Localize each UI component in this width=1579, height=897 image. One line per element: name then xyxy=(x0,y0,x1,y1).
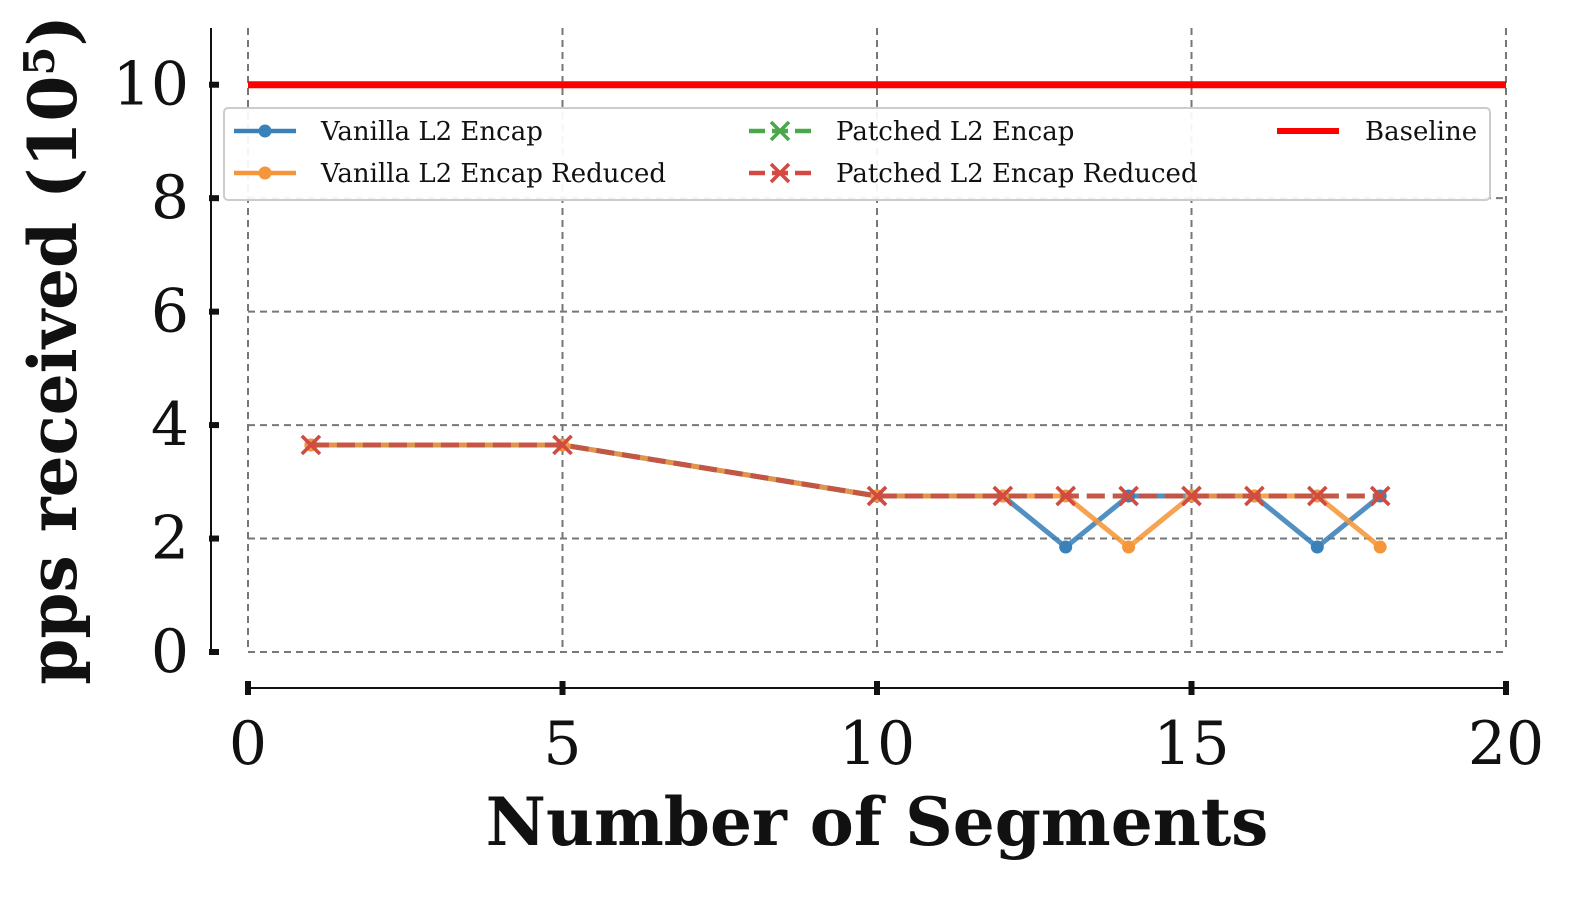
y-axis-title-close: ) xyxy=(14,15,92,46)
legend-label: Vanilla L2 Encap xyxy=(320,117,543,147)
legend-entry: Vanilla L2 Encap xyxy=(234,117,543,147)
data-point xyxy=(992,485,1014,507)
y-axis-title-main: pps received (10 xyxy=(14,76,92,685)
legend-entry: Vanilla L2 Encap Reduced xyxy=(234,159,666,189)
data-point xyxy=(1310,540,1324,554)
data-point-stroke xyxy=(300,434,322,456)
data-point xyxy=(300,434,322,456)
data-point xyxy=(552,434,573,456)
x-tick-label: 5 xyxy=(543,709,581,779)
y-tick-label: 4 xyxy=(151,390,189,460)
data-point xyxy=(866,485,888,507)
data-point-stroke xyxy=(1369,485,1391,507)
legend-label: Patched L2 Encap Reduced xyxy=(836,159,1198,189)
x-tick-label: 15 xyxy=(1153,709,1229,779)
legend-entry: Patched L2 Encap Reduced xyxy=(749,159,1198,189)
data-point-stroke xyxy=(1118,485,1139,507)
data-point xyxy=(1122,540,1136,554)
x-axis-title: Number of Segments xyxy=(486,783,1269,861)
data-point xyxy=(1059,540,1073,554)
data-point xyxy=(1118,485,1139,507)
legend-entry: Patched L2 Encap xyxy=(749,117,1074,147)
data-point xyxy=(1055,485,1076,507)
data-point-stroke xyxy=(1181,485,1202,507)
y-tick-label: 6 xyxy=(151,277,189,347)
y-tick-label: 0 xyxy=(151,617,189,687)
data-point-stroke xyxy=(1307,485,1328,507)
series-line xyxy=(310,442,1381,499)
x-ticks: 0 5 10 15 20 xyxy=(229,681,1544,779)
y-tick-label: 2 xyxy=(151,504,189,574)
legend-label: Patched L2 Encap xyxy=(836,117,1074,147)
y-axis-title: pps received (105) xyxy=(14,15,92,684)
x-tick-label: 10 xyxy=(839,709,915,779)
data-point xyxy=(1244,485,1265,507)
data-point xyxy=(1369,485,1391,507)
data-point-stroke xyxy=(1244,485,1265,507)
data-point xyxy=(1373,540,1387,554)
data-point-stroke xyxy=(769,120,791,142)
legend-entry: Baseline xyxy=(1277,117,1477,147)
data-point xyxy=(258,124,272,138)
series-patched-l2-encap-reduced xyxy=(300,434,1391,507)
y-axis-title-exponent: 5 xyxy=(15,47,64,76)
data-point-stroke xyxy=(992,485,1014,507)
data-point-stroke xyxy=(769,162,791,184)
data-point xyxy=(769,162,791,184)
data-point-stroke xyxy=(552,434,573,456)
data-point-stroke xyxy=(866,485,888,507)
legend-label: Vanilla L2 Encap Reduced xyxy=(320,159,666,189)
y-ticks: 0 2 4 6 8 10 xyxy=(113,50,219,687)
series-line xyxy=(310,442,1381,499)
x-tick-label: 0 xyxy=(229,709,267,779)
data-point xyxy=(258,166,272,180)
y-tick-label: 8 xyxy=(151,163,189,233)
data-point xyxy=(769,120,791,142)
x-tick-label: 20 xyxy=(1468,709,1544,779)
legend-box xyxy=(223,107,1491,201)
series xyxy=(248,81,1506,554)
y-tick-label: 10 xyxy=(113,50,189,120)
data-point-stroke xyxy=(1055,485,1076,507)
data-point xyxy=(1307,485,1328,507)
legend-entries: Vanilla L2 Encap Vanilla L2 Encap Reduced… xyxy=(234,117,1477,189)
legend-label: Baseline xyxy=(1365,117,1477,147)
legend: Vanilla L2 Encap Vanilla L2 Encap Reduced… xyxy=(223,107,1491,201)
data-point xyxy=(1181,485,1202,507)
